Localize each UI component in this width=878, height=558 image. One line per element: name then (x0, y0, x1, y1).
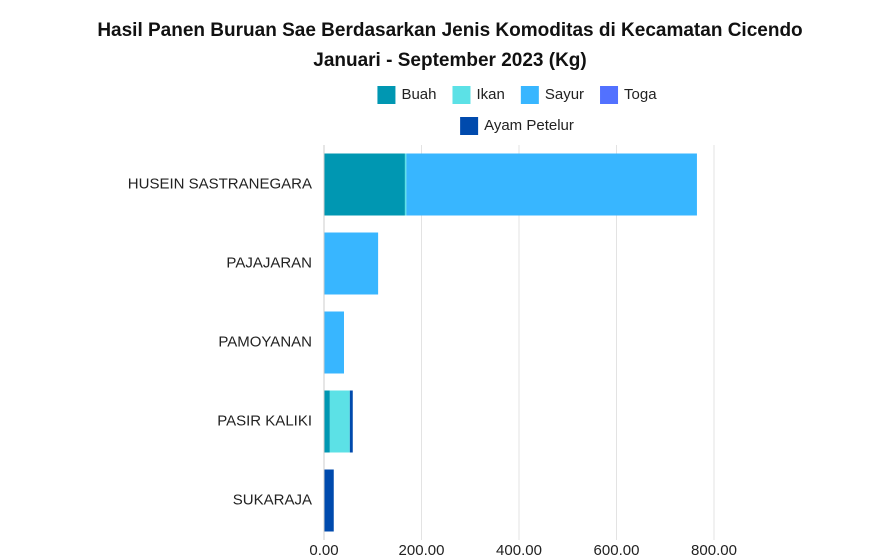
y-tick-label: PASIR KALIKI (217, 412, 312, 429)
bar (324, 232, 379, 295)
y-tick-label: PAJAJARAN (226, 254, 312, 271)
legend-swatch (460, 117, 479, 135)
chart-title: Hasil Panen Buruan Sae Berdasarkan Jenis… (97, 20, 802, 41)
x-tick-label: 800.00 (691, 542, 737, 558)
chart-title: Januari - September 2023 (Kg) (313, 50, 586, 71)
x-tick-label: 200.00 (399, 542, 445, 558)
bar (404, 153, 407, 216)
bar (329, 390, 350, 453)
legend-swatch (452, 86, 471, 104)
legend-label: Toga (624, 86, 657, 103)
legend-label: Ayam Petelur (484, 117, 574, 134)
legend-swatch (520, 86, 539, 104)
legend-label: Ikan (476, 86, 504, 103)
x-tick-label: 400.00 (496, 542, 542, 558)
y-tick-label: HUSEIN SASTRANEGARA (128, 175, 312, 192)
legend-label: Buah (401, 86, 436, 103)
bar (406, 153, 697, 216)
bar (324, 469, 334, 532)
bar (349, 390, 353, 453)
x-tick-label: 0.00 (309, 542, 338, 558)
bar (324, 153, 405, 216)
y-tick-label: SUKARAJA (233, 491, 312, 508)
legend-swatch (377, 86, 396, 104)
y-tick-label: PAMOYANAN (218, 333, 312, 350)
x-tick-label: 600.00 (594, 542, 640, 558)
legend-swatch (600, 86, 619, 104)
legend-label: Sayur (545, 86, 584, 103)
bar (324, 311, 344, 374)
bar (324, 390, 330, 453)
